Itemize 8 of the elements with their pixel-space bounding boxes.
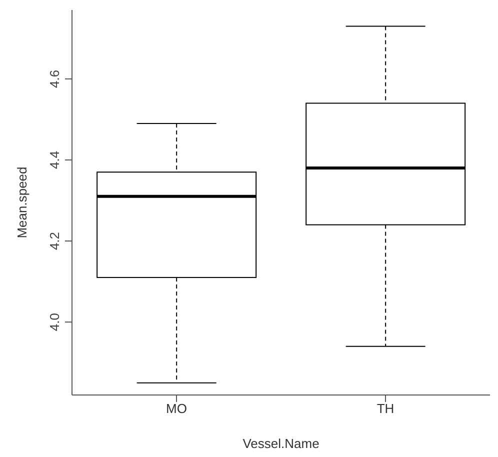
y-axis-title: Mean.speed (14, 166, 30, 238)
x-tick-label: TH (376, 401, 394, 416)
y-tick-label: 4.4 (47, 150, 62, 169)
x-tick-label: MO (166, 401, 187, 416)
x-axis-title: Vessel.Name (242, 436, 320, 451)
y-tick-label: 4.0 (47, 313, 62, 332)
y-tick-label: 4.6 (47, 70, 62, 88)
y-tick-label: 4.2 (47, 232, 62, 250)
